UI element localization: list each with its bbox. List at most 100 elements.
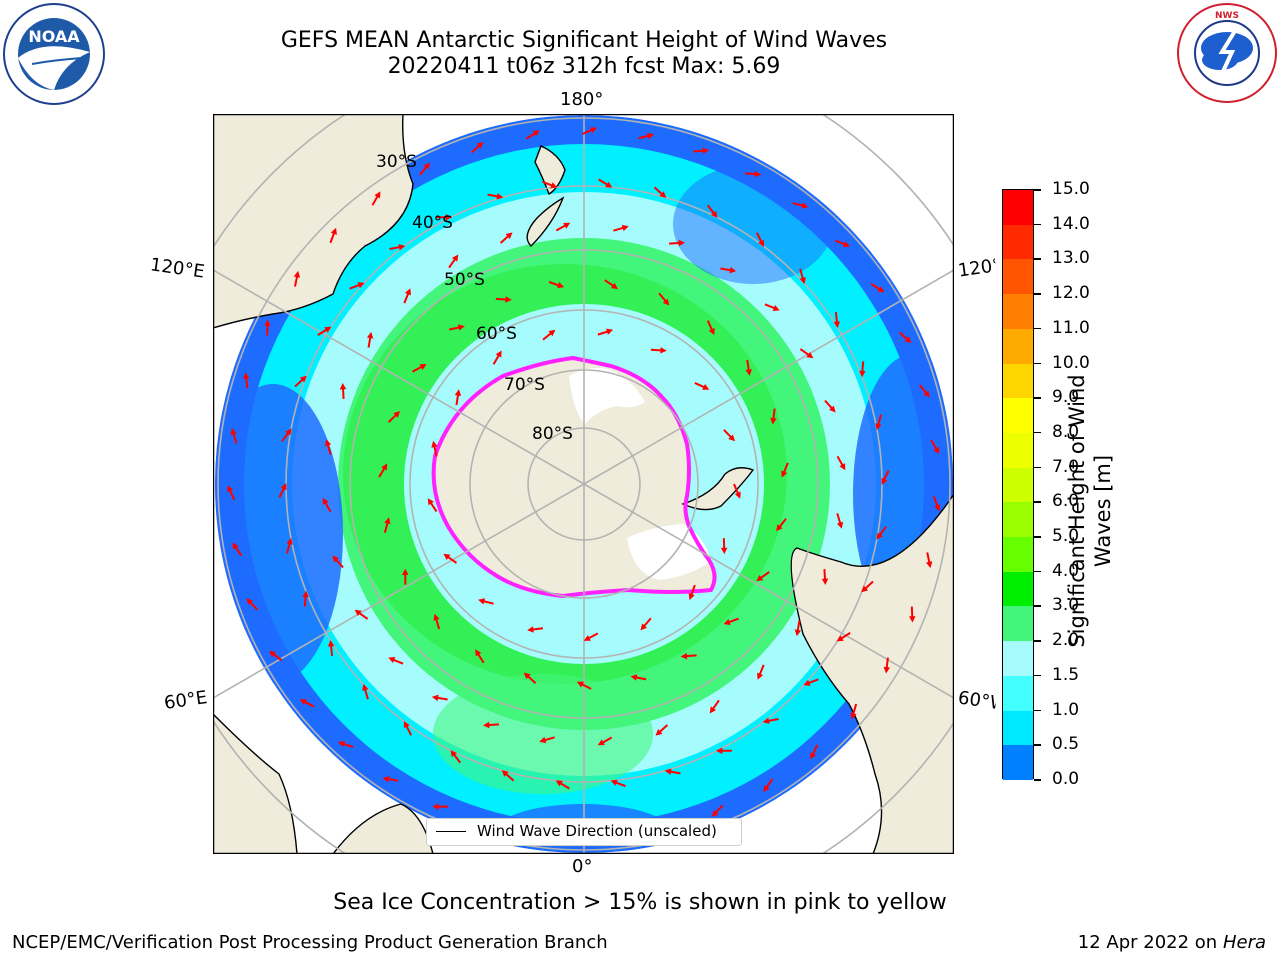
wave-arrow-head [576, 681, 584, 688]
lon-label-60e: 60°E [162, 687, 209, 714]
wave-arrow-head [770, 417, 777, 425]
wave-arrow-head [302, 590, 309, 598]
wave-arrow-head [728, 434, 736, 442]
chart-subtitle: 20220411 t06z 312h fcst Max: 5.69 [387, 54, 781, 79]
wave-arrow-head [230, 428, 237, 436]
wave-arrow-head [745, 369, 752, 376]
wave-arrow-head [393, 411, 401, 418]
wave-arrow-head [836, 635, 844, 642]
colorbar-tick-label: 2.0 [1052, 630, 1080, 651]
wave-arrow-head [610, 282, 619, 290]
legend-line-swatch [436, 831, 466, 832]
wave-arrow-head [501, 770, 509, 777]
colorbar-tick-label: 15.0 [1052, 179, 1090, 199]
wave-arrow-head [776, 524, 783, 532]
wave-arrow-head [532, 130, 540, 137]
wave-arrow-head [660, 347, 667, 354]
wave-arrow-head [904, 336, 912, 344]
wave-arrow-head [861, 585, 869, 593]
wave-arrow-head [926, 561, 933, 569]
colorbar-tick-mark [1034, 189, 1041, 191]
lon-label-120w: 120°W [956, 255, 998, 282]
wave-arrow-head [720, 547, 728, 555]
wave-arrow-head [423, 162, 430, 170]
wave-arrow-head [362, 683, 369, 691]
wave-arrow-head [605, 181, 613, 188]
wave-arrow-head [495, 350, 502, 358]
wave-arrow-head [357, 282, 365, 289]
wave-arrow-head [482, 721, 490, 729]
wave-arrow-head [836, 521, 844, 529]
wave-arrow-head [550, 182, 558, 189]
wave-arrow-head [445, 213, 453, 221]
svg-text:NWS: NWS [1215, 11, 1239, 21]
wave-arrow-head [655, 729, 663, 736]
wave-arrow-head [839, 463, 846, 471]
wave-arrow-head [876, 532, 883, 540]
wave-arrow-head [678, 239, 686, 247]
colorbar-tick-mark [1034, 397, 1041, 399]
colorbar-segment [1003, 710, 1033, 746]
wave-arrow-head [723, 618, 731, 625]
wave-arrow-head [548, 329, 556, 337]
colorbar-tick-label: 11.0 [1052, 317, 1090, 338]
wave-arrow-head [829, 405, 836, 413]
wave-arrow-head [606, 328, 614, 335]
wave-arrow-head [715, 747, 723, 755]
wave-arrow-head [821, 578, 829, 586]
wave-arrow-head [539, 736, 547, 744]
legend-label: Wind Wave Direction (unscaled) [477, 822, 717, 840]
wave-arrow-head [803, 679, 811, 686]
map-frame [212, 113, 955, 855]
wave-arrow-head [404, 288, 411, 296]
wave-arrow-head [339, 382, 347, 390]
wave-arrow-head [431, 440, 438, 448]
wave-arrow-head [299, 375, 307, 383]
wave-arrow-head [457, 324, 465, 331]
colorbar-tick-mark [1034, 501, 1041, 503]
wave-arrow-head [909, 616, 916, 623]
wave-arrow-head [242, 372, 250, 380]
wave-arrow-head [729, 266, 737, 274]
wave-arrow-head [527, 626, 534, 633]
wave-arrow-head [505, 232, 513, 239]
chart-title: GEFS MEAN Antarctic Significant Height o… [280, 28, 888, 53]
colorbar-tick-label: 0.5 [1052, 734, 1080, 755]
wave-arrow-head [621, 224, 629, 232]
colorbar-segment [1003, 224, 1033, 260]
wave-arrow-head [881, 477, 888, 485]
lat-label-30s: 30°S [376, 152, 417, 172]
wave-arrow-head [801, 202, 809, 209]
wave-arrow-head [923, 390, 930, 398]
wave-arrow-head [640, 623, 648, 631]
colorbar-tick-label: 0.0 [1052, 769, 1080, 789]
colorbar-segment [1003, 467, 1033, 503]
wave-arrow-head [933, 446, 940, 455]
noaa-logo-text: NOAA [28, 27, 80, 46]
colorbar-tick-mark [1034, 536, 1041, 538]
noaa-logo: NOAA [3, 3, 105, 105]
wave-arrow-head [403, 721, 410, 729]
colorbar-segment [1003, 328, 1033, 365]
colorbar-tick-mark [1034, 223, 1041, 226]
colorbar-tick-mark [1034, 570, 1041, 573]
footer-system: Hera [1222, 932, 1266, 953]
map-panel [212, 113, 955, 855]
wave-arrow-head [810, 752, 817, 760]
colorbar-segment [1003, 259, 1033, 295]
colorbar-tick-label: 4.0 [1052, 560, 1080, 581]
map-legend: Wind Wave Direction (unscaled) [426, 818, 742, 846]
wave-arrow-head [451, 254, 459, 262]
wave-arrow-head [762, 717, 770, 725]
wave-arrow-head [659, 191, 667, 198]
wave-arrow-head [330, 227, 337, 235]
colorbar-tick-mark [1034, 431, 1041, 434]
sea-ice-edge [431, 355, 717, 599]
polar-map [212, 113, 955, 855]
colorbar-tick-label: 5.0 [1052, 526, 1080, 547]
wave-arrow-head [450, 750, 458, 758]
wave-arrow-head [475, 649, 482, 657]
colorbar-tick-label: 1.0 [1052, 699, 1080, 720]
colorbar-segment [1003, 571, 1033, 607]
wave-arrow-head [557, 282, 565, 289]
